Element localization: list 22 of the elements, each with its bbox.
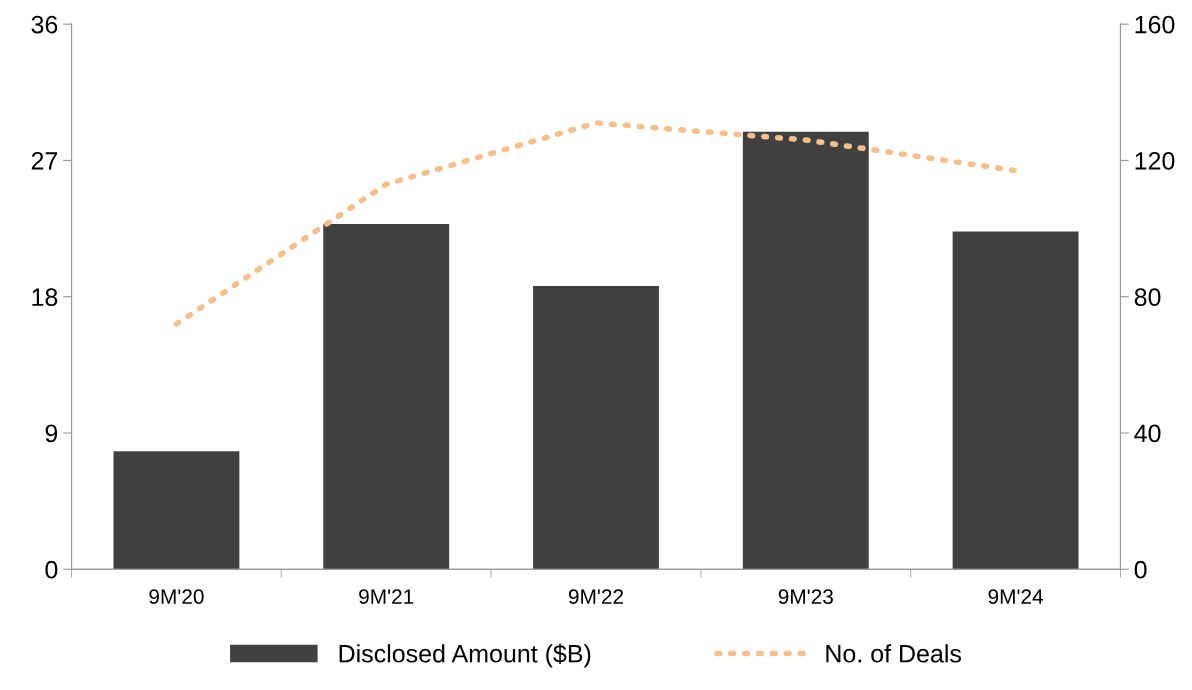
y2-tick-label: 40 <box>1134 424 1161 443</box>
x-tick-label: 9M'23 <box>778 589 833 604</box>
bar <box>533 286 659 570</box>
y-tick-label: 9 <box>45 424 58 443</box>
bar <box>742 131 869 570</box>
legend-label: No. of Deals <box>826 644 962 663</box>
x-tick-label: 9M'24 <box>988 589 1044 604</box>
y-tick-label: 27 <box>31 152 58 170</box>
legend-label: Disclosed Amount ($B) <box>339 643 591 668</box>
bar <box>113 451 240 570</box>
y2-tick-label: 160 <box>1135 15 1175 34</box>
x-tick-label: 9M'20 <box>149 589 204 604</box>
y2-tick-label: 0 <box>1134 560 1147 579</box>
x-tick-label: 9M'22 <box>568 589 623 604</box>
y-tick-label: 36 <box>31 15 58 34</box>
y2-tick-label: 120 <box>1135 152 1175 170</box>
y-tick-label: 0 <box>45 560 58 579</box>
bar <box>952 231 1079 570</box>
x-tick-label: 9M'21 <box>359 589 414 604</box>
y-tick-label: 18 <box>32 288 58 306</box>
bar <box>323 224 450 570</box>
y2-tick-label: 80 <box>1134 288 1161 306</box>
